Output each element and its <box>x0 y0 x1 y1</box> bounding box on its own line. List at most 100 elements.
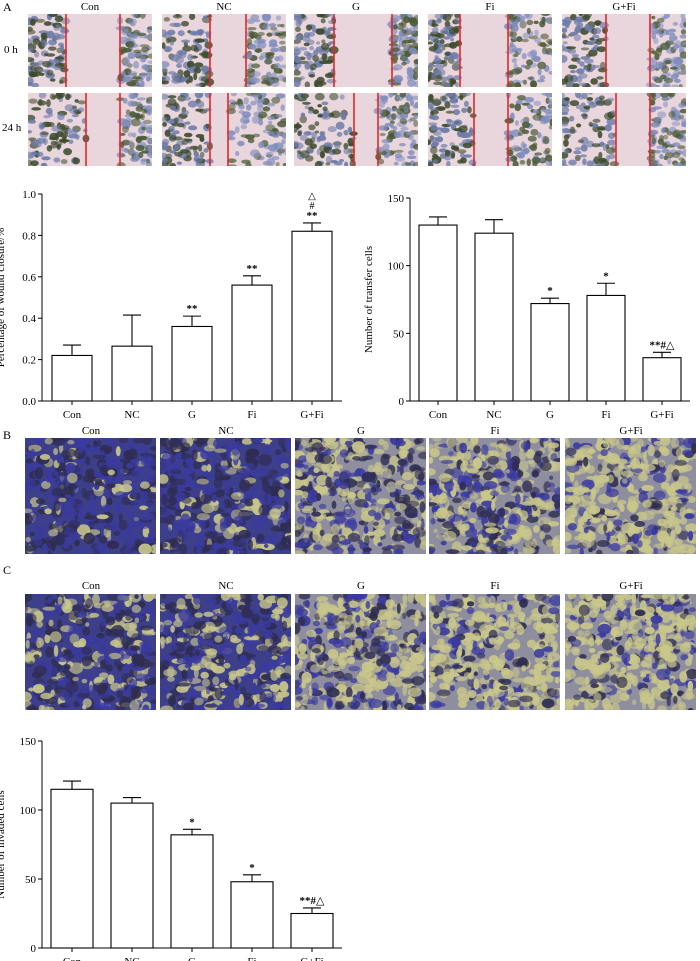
y-tick-label: 150 <box>388 193 405 205</box>
y-tick-label: 50 <box>393 328 405 340</box>
significance-label-4: **#△ <box>300 895 326 907</box>
migration-image-0 <box>25 438 156 554</box>
panel-c-header-2: G <box>357 580 365 592</box>
invasion-image-1 <box>160 594 291 710</box>
wound-image-24h-4 <box>562 93 686 166</box>
panel-b-header-0: Con <box>81 425 101 437</box>
wound-image-0h-2 <box>294 14 418 87</box>
bar-0 <box>51 354 93 402</box>
significance-label-3: * <box>603 270 609 282</box>
significance-extra-4-1: # <box>310 201 315 212</box>
significance-label-3: ** <box>247 263 259 275</box>
panel-a-header-3: Fi <box>485 1 495 13</box>
x-tick-label: G+Fi <box>300 409 323 420</box>
x-tick-label: NC <box>124 409 139 420</box>
chart-wound-closure: 0.0 0.2 0.4 0.6 0.8 1.0 Percentage of wound cl… <box>0 189 342 420</box>
invasion-image-2 <box>295 594 426 710</box>
bar-3 <box>231 284 273 402</box>
panel-c-header-0: Con <box>81 580 101 592</box>
y-tick-label: 0.2 <box>22 355 36 367</box>
x-tick-label: G+Fi <box>300 956 323 961</box>
panel-b-header-3: Fi <box>490 425 500 437</box>
y-tick-label: 0.6 <box>22 272 36 284</box>
wound-image-24h-1 <box>162 93 286 166</box>
panel-a-header-1: NC <box>216 1 232 13</box>
bar-2 <box>170 834 214 949</box>
timepoint-label-0h: 0 h <box>4 44 18 56</box>
panel-c-header-4: G+Fi <box>619 580 643 592</box>
panel-a-header-2: G <box>352 1 360 13</box>
bar-4 <box>290 912 334 949</box>
panel-b-header-1: NC <box>218 425 234 437</box>
panel-a-header-4: G+Fi <box>612 1 636 13</box>
y-axis-label: Percentage of wound closure/% <box>0 228 7 368</box>
x-tick-label: NC <box>124 956 139 961</box>
wound-image-0h-4 <box>562 14 686 87</box>
panel-letter-a: A <box>3 0 12 14</box>
significance-extra-4-0: △ <box>308 191 316 202</box>
bar-1 <box>111 345 153 402</box>
bar-0 <box>418 224 458 402</box>
y-tick-label: 0.8 <box>22 230 36 242</box>
migration-image-2 <box>295 438 426 554</box>
panel-c-header-1: NC <box>218 580 234 592</box>
bar-4 <box>642 357 682 402</box>
bar-2 <box>530 303 570 402</box>
x-tick-label: Fi <box>247 409 256 420</box>
x-tick-label: Con <box>429 409 448 420</box>
y-tick-label: 50 <box>25 874 37 886</box>
x-tick-label: Con <box>63 409 82 420</box>
y-tick-label: 150 <box>20 736 37 748</box>
migration-image-1 <box>160 438 291 554</box>
panel-letter-b: B <box>3 428 12 442</box>
y-tick-label: 0 <box>399 396 405 408</box>
invasion-image-4 <box>565 594 696 710</box>
panel-a-header-0: Con <box>80 1 100 13</box>
y-tick-label: 1.0 <box>22 189 36 201</box>
invasion-image-3 <box>429 594 560 710</box>
wound-image-24h-3 <box>428 93 552 166</box>
panel-c-header-3: Fi <box>490 580 500 592</box>
wound-image-0h-0 <box>28 14 152 87</box>
y-tick-label: 0.4 <box>22 313 36 325</box>
chart-invaded-cells: 0 50 100 150 Number of invaded cells Con NC G * F… <box>0 736 342 961</box>
panel-b-header-2: G <box>357 425 365 437</box>
y-tick-label: 0 <box>31 943 37 955</box>
significance-label-4: ** <box>307 210 319 222</box>
x-tick-label: G+Fi <box>650 409 673 420</box>
bar-3 <box>586 294 626 402</box>
significance-label-2: * <box>547 285 553 297</box>
x-tick-label: G <box>546 409 554 420</box>
chart-transfer-cells: 0 50 100 150 Number of transfer cells Con NC G *… <box>363 193 690 420</box>
y-tick-label: 100 <box>20 805 37 817</box>
significance-label-2: * <box>189 816 195 828</box>
significance-label-4: **#△ <box>650 339 676 351</box>
x-tick-label: G <box>188 409 196 420</box>
panel-b-header-4: G+Fi <box>619 425 643 437</box>
invasion-image-0 <box>25 594 156 710</box>
x-tick-label: Fi <box>247 956 256 961</box>
bar-1 <box>110 802 154 949</box>
migration-image-3 <box>429 438 560 554</box>
y-axis-label: Number of invaded cells <box>0 790 7 898</box>
x-tick-label: NC <box>486 409 501 420</box>
bar-1 <box>474 232 514 402</box>
significance-label-2: ** <box>187 303 199 315</box>
wound-image-0h-3 <box>428 14 552 87</box>
y-axis-label: Number of transfer cells <box>363 246 375 353</box>
y-tick-label: 0.0 <box>22 396 36 408</box>
bar-3 <box>230 881 274 949</box>
wound-image-24h-0 <box>28 93 152 166</box>
significance-label-3: * <box>249 862 255 874</box>
wound-image-24h-2 <box>294 93 418 166</box>
migration-image-4 <box>565 438 696 554</box>
x-tick-label: Fi <box>601 409 610 420</box>
bar-2 <box>171 325 213 402</box>
bar-0 <box>50 788 94 949</box>
x-tick-label: Con <box>63 956 82 961</box>
y-tick-label: 100 <box>388 261 405 273</box>
bar-4 <box>291 230 333 402</box>
panel-letter-c: C <box>3 563 12 577</box>
timepoint-label-24h: 24 h <box>2 122 22 134</box>
x-tick-label: G <box>188 956 196 961</box>
